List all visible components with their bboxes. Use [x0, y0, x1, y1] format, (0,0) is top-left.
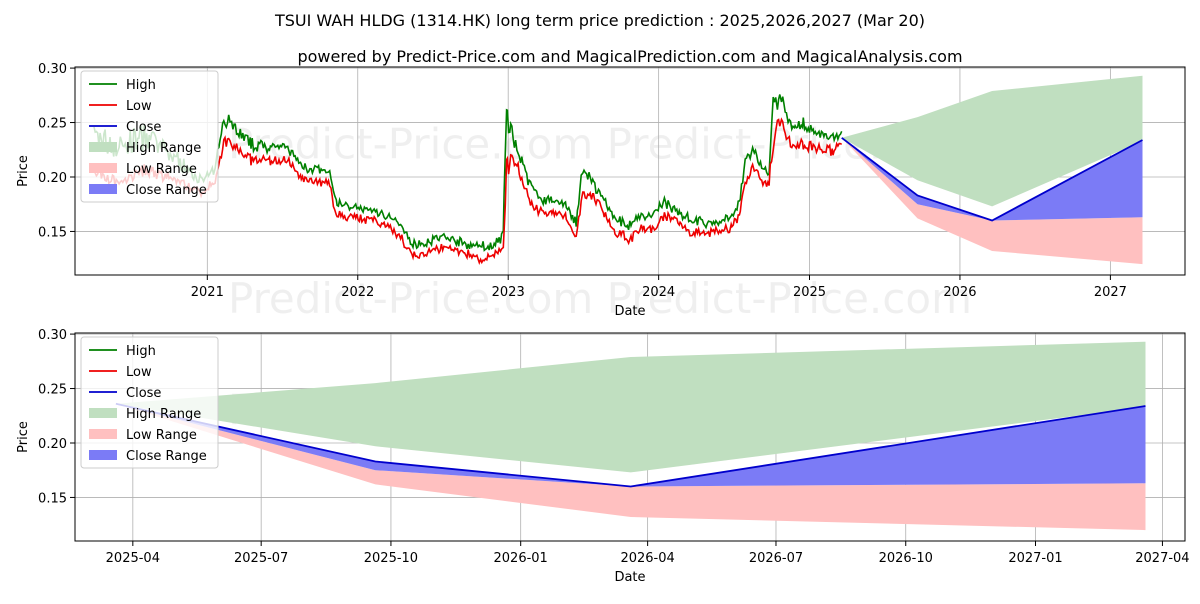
legend-label: Close: [126, 120, 161, 135]
legend-label: Low Range: [126, 162, 197, 177]
legend-label: Close Range: [126, 183, 207, 198]
legend-label: Low: [126, 99, 152, 114]
x-tick-label: 2025: [793, 285, 826, 300]
y-tick-label: 0.15: [38, 225, 67, 240]
legend-label: High: [126, 78, 156, 93]
y-tick-label: 0.20: [38, 437, 67, 452]
high-series-line: [93, 94, 843, 252]
axes-frame: [74, 66, 1186, 276]
x-tick-label: 2027: [1094, 285, 1127, 300]
x-tick-label: 2021: [191, 285, 224, 300]
close-range-area: [841, 137, 1143, 221]
legend-label: High Range: [126, 407, 201, 422]
y-axis-label: Price: [16, 155, 31, 187]
close-range-area: [115, 403, 1146, 487]
x-tick-label: 2025-07: [234, 551, 288, 566]
close-series-line: [115, 402, 1146, 488]
x-tick-label: 2026-07: [749, 551, 803, 566]
x-tick-label: 2023: [492, 285, 525, 300]
legend: High Low Close High Range Low Range Close Ran…: [80, 336, 219, 469]
legend-swatch-patch: [89, 429, 117, 439]
legend-swatch-patch: [89, 142, 117, 152]
low-range-area: [841, 137, 1143, 265]
axes-frame: [74, 332, 1186, 542]
y-tick-label: 0.30: [38, 62, 67, 77]
high-range-area: [115, 341, 1146, 473]
plot-content: [75, 333, 1185, 541]
x-tick-label: 2026-04: [620, 551, 674, 566]
bottom-panel: Predict-Price.com Predict-Price.com2025-…: [16, 328, 1190, 585]
x-tick-label: 2025-10: [364, 551, 418, 566]
x-tick-label: 2027-04: [1135, 551, 1189, 566]
legend-swatch-patch: [89, 408, 117, 418]
x-tick-label: 2025-04: [106, 551, 160, 566]
y-tick-label: 0.30: [38, 328, 67, 343]
x-tick-label: 2024: [642, 285, 675, 300]
x-tick-label: 2026: [943, 285, 976, 300]
low-series-line: [93, 117, 843, 266]
legend-label: Close: [126, 386, 161, 401]
x-tick-label: 2026-10: [879, 551, 933, 566]
x-tick-label: 2026-01: [494, 551, 548, 566]
legend-swatch-patch: [89, 163, 117, 173]
watermark-text: Predict-Price.com Predict-Price.com: [228, 274, 972, 323]
legend-label: High Range: [126, 141, 201, 156]
legend-label: Close Range: [126, 449, 207, 464]
low-range-area: [115, 403, 1146, 531]
x-axis-label: Date: [614, 304, 645, 319]
legend-label: Low Range: [126, 428, 197, 443]
x-tick-label: 2022: [341, 285, 374, 300]
top-panel: Predict-Price.com Predict-Price.comPredi…: [16, 62, 1186, 323]
legend-swatch-patch: [89, 184, 117, 194]
chart-subtitle: powered by Predict-Price.com and Magical…: [297, 47, 962, 66]
y-tick-label: 0.20: [38, 171, 67, 186]
chart-title: TSUI WAH HLDG (1314.HK) long term price …: [274, 11, 925, 30]
y-axis-label: Price: [16, 421, 31, 453]
legend: High Low Close High Range Low Range Close Ran…: [80, 70, 219, 203]
y-tick-label: 0.25: [38, 117, 67, 132]
y-tick-label: 0.15: [38, 491, 67, 506]
x-axis-label: Date: [614, 570, 645, 585]
x-tick-label: 2027-01: [1008, 551, 1062, 566]
y-tick-label: 0.25: [38, 383, 67, 398]
legend-label: High: [126, 344, 156, 359]
close-series-line: [841, 137, 1143, 222]
legend-swatch-patch: [89, 450, 117, 460]
high-range-area: [841, 75, 1143, 207]
legend-label: Low: [126, 365, 152, 380]
